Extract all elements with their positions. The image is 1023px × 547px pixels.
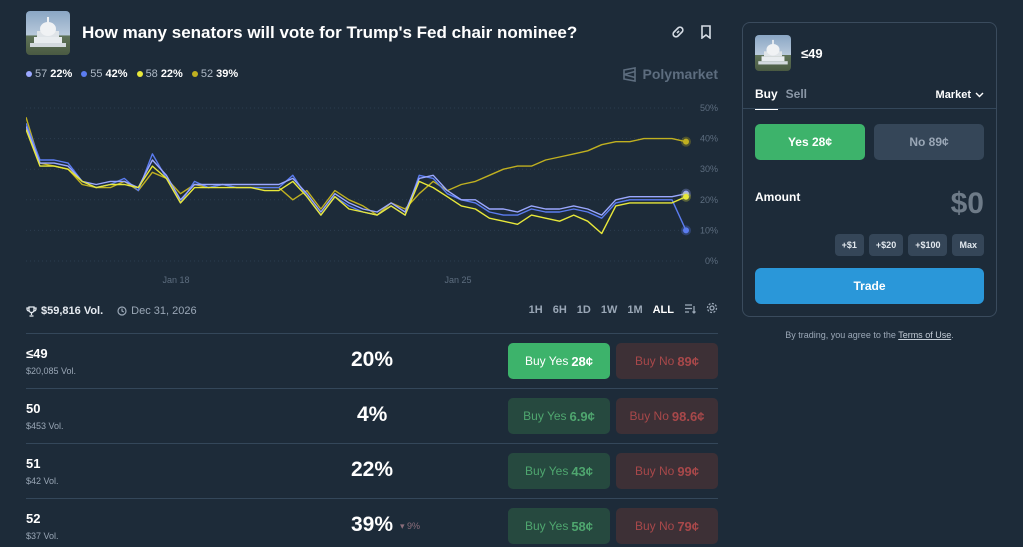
legend-dot — [81, 71, 88, 77]
y-tick-label: 20% — [700, 195, 718, 205]
range-6h[interactable]: 6H — [552, 303, 567, 316]
outcome-label: 52 — [26, 511, 41, 526]
capitol-image — [755, 35, 791, 71]
market-header: How many senators will vote for Trump's … — [26, 11, 718, 55]
range-1m[interactable]: 1M — [627, 303, 643, 316]
legend-dot — [136, 71, 143, 77]
amount-label: Amount — [755, 190, 801, 204]
buy-yes-button[interactable]: Buy Yes 58¢ — [508, 508, 610, 544]
filter-icon[interactable] — [684, 303, 696, 317]
buy-sell-tabs: Buy Sell — [755, 87, 807, 110]
add-1-button[interactable]: +$1 — [834, 234, 864, 256]
tab-divider — [743, 108, 996, 109]
legend-item: 57 22% — [26, 68, 72, 80]
legend-dot — [26, 71, 32, 77]
capitol-image — [26, 11, 70, 55]
order-type-dropdown[interactable]: Market — [936, 89, 984, 101]
buy-yes-button[interactable]: Buy Yes 43¢ — [508, 453, 610, 489]
add-100-button[interactable]: +$100 — [908, 234, 948, 256]
series-end-point — [683, 193, 689, 200]
settings-gear-icon[interactable] — [706, 302, 718, 317]
terms-of-use-link[interactable]: Terms of Use — [898, 330, 952, 340]
outcome-row[interactable]: ≤49 $20,085 Vol. 20% Buy Yes 28¢ Buy No … — [26, 333, 718, 388]
quick-amount-buttons: +$1 +$20 +$100 Max — [834, 234, 984, 256]
market-area: How many senators will vote for Trump's … — [26, 0, 718, 547]
x-tick-label: Jan 18 — [162, 275, 189, 285]
y-tick-label: 40% — [700, 134, 718, 144]
outcome-volume: $37 Vol. — [26, 531, 59, 541]
legend-dot — [191, 71, 198, 77]
trade-panel-header: ≤49 — [755, 35, 823, 71]
outcome-volume: $42 Vol. — [26, 476, 59, 486]
polymarket-watermark: Polymarket — [622, 66, 718, 82]
market-stats: $59,816 Vol. Dec 31, 2026 1H 6H 1D 1W 1M… — [26, 302, 718, 320]
add-20-button[interactable]: +$20 — [868, 234, 904, 256]
outcome-row[interactable]: 51 $42 Vol. 22% Buy Yes 43¢ Buy No 99¢ — [26, 443, 718, 498]
outcome-row[interactable]: 52 $37 Vol. 39% ▾ 9% Buy Yes 58¢ Buy No … — [26, 498, 718, 547]
price-chart[interactable]: 50% 40% 30% 20% 10% 0% Jan 18 Jan 25 — [26, 98, 718, 288]
series-line-58 — [26, 129, 687, 235]
range-1w[interactable]: 1W — [600, 303, 618, 316]
series-end-point — [683, 227, 689, 234]
outcome-label: ≤49 — [26, 346, 48, 361]
outcome-row[interactable]: 50 $453 Vol. 4% Buy Yes 6.9¢ Buy No 98.6… — [26, 388, 718, 443]
buy-yes-button[interactable]: Buy Yes 6.9¢ — [508, 398, 610, 434]
y-tick-label: 10% — [700, 225, 718, 235]
y-tick-label: 30% — [700, 164, 718, 174]
tab-buy[interactable]: Buy — [755, 87, 778, 110]
polymarket-logo-icon — [622, 66, 636, 82]
outcome-probability: 39% — [351, 513, 394, 536]
selected-outcome-title: ≤49 — [801, 45, 823, 61]
terms-notice: By trading, you agree to the Terms of Us… — [785, 330, 954, 340]
no-option-button[interactable]: No 89¢ — [874, 124, 984, 160]
buy-no-button[interactable]: Buy No 98.6¢ — [616, 398, 718, 434]
buy-no-button[interactable]: Buy No 79¢ — [616, 508, 718, 544]
market-title: How many senators will vote for Trump's … — [82, 23, 578, 42]
outcome-probability: 22% — [351, 458, 394, 481]
volume-stat: $59,816 Vol. — [26, 305, 103, 317]
outcome-probability: 4% — [357, 403, 388, 426]
chevron-down-icon — [975, 92, 984, 98]
trophy-icon — [26, 305, 37, 317]
legend-item: 52 39% — [191, 68, 238, 80]
y-tick-label: 50% — [700, 103, 718, 113]
series-line-57 — [26, 126, 687, 216]
buy-yes-button[interactable]: Buy Yes 28¢ — [508, 343, 610, 379]
max-button[interactable]: Max — [952, 234, 984, 256]
chart-legend: 57 22% 55 42% 58 22% 52 39% — [26, 68, 238, 80]
range-1d[interactable]: 1D — [576, 303, 591, 316]
series-end-point — [683, 138, 689, 145]
yes-option-button[interactable]: Yes 28¢ — [755, 124, 865, 160]
amount-input[interactable]: $0 — [950, 187, 984, 220]
trade-panel: ≤49 Buy Sell Market Yes 28¢ No 89¢ Amoun… — [742, 22, 997, 317]
yes-no-selector: Yes 28¢ No 89¢ — [755, 124, 984, 160]
trade-button[interactable]: Trade — [755, 268, 984, 304]
tab-sell[interactable]: Sell — [785, 87, 808, 101]
time-range-selector: 1H 6H 1D 1W 1M ALL — [529, 302, 718, 317]
clock-icon — [117, 306, 127, 316]
range-1h[interactable]: 1H — [528, 303, 543, 316]
buy-no-button[interactable]: Buy No 99¢ — [616, 453, 718, 489]
legend-item: 55 42% — [81, 68, 128, 80]
outcome-label: 50 — [26, 401, 41, 416]
probability-change: ▾ 9% — [400, 521, 421, 531]
outcome-list: ≤49 $20,085 Vol. 20% Buy Yes 28¢ Buy No … — [26, 333, 718, 547]
buy-no-button[interactable]: Buy No 89¢ — [616, 343, 718, 379]
series-line-≤49 — [26, 116, 687, 216]
bookmark-icon[interactable] — [698, 24, 714, 40]
series-line-55 — [26, 123, 687, 231]
range-all[interactable]: ALL — [652, 303, 674, 316]
end-date-stat: Dec 31, 2026 — [117, 305, 197, 317]
outcome-label: 51 — [26, 456, 41, 471]
legend-item: 58 22% — [136, 68, 183, 80]
outcome-volume: $20,085 Vol. — [26, 366, 77, 376]
outcome-volume: $453 Vol. — [26, 421, 64, 431]
x-tick-label: Jan 25 — [444, 275, 471, 285]
y-tick-label: 0% — [705, 256, 718, 266]
outcome-probability: 20% — [351, 348, 394, 371]
link-icon[interactable] — [670, 24, 686, 40]
